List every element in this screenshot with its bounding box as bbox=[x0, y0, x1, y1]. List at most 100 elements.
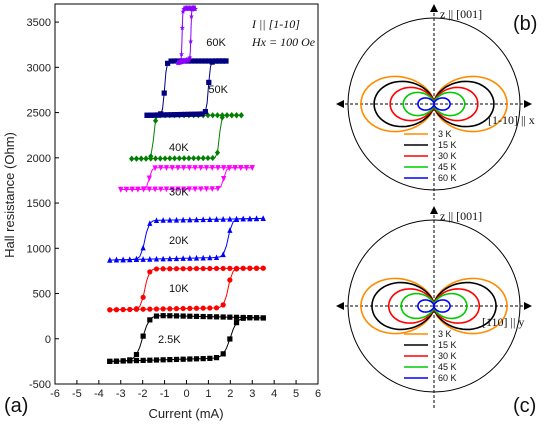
panel-label-c: (c) bbox=[513, 395, 536, 417]
data-point bbox=[140, 294, 146, 300]
data-point bbox=[210, 112, 216, 119]
series-30K: 30K bbox=[118, 165, 255, 198]
series-label: 60K bbox=[206, 37, 226, 49]
data-point bbox=[140, 306, 146, 312]
data-point bbox=[238, 112, 244, 119]
data-point bbox=[176, 155, 182, 162]
data-point bbox=[221, 165, 227, 171]
data-point bbox=[168, 112, 174, 118]
data-point bbox=[206, 58, 212, 64]
series-label: 20K bbox=[169, 235, 189, 247]
series-line bbox=[109, 317, 264, 362]
data-point bbox=[220, 314, 226, 320]
data-point bbox=[140, 256, 146, 262]
data-point bbox=[186, 155, 192, 162]
lobe-30k bbox=[387, 288, 481, 324]
legend-label: 45 K bbox=[438, 162, 457, 172]
data-point bbox=[188, 37, 194, 44]
data-point bbox=[180, 305, 186, 312]
data-point bbox=[165, 112, 171, 118]
data-point bbox=[209, 58, 215, 64]
data-point bbox=[213, 305, 220, 311]
data-point bbox=[157, 155, 163, 162]
data-point bbox=[227, 336, 233, 342]
data-point bbox=[188, 12, 195, 19]
data-point bbox=[216, 58, 222, 64]
data-point bbox=[171, 112, 178, 118]
data-point bbox=[260, 265, 266, 271]
lobe-15k bbox=[371, 281, 497, 331]
data-point bbox=[233, 320, 240, 326]
field-annotation: Hx = 100 Oe bbox=[251, 35, 316, 49]
data-point bbox=[186, 186, 192, 193]
data-point bbox=[187, 313, 193, 319]
data-point bbox=[154, 112, 160, 118]
data-point bbox=[220, 265, 226, 272]
data-point bbox=[213, 58, 219, 64]
data-point bbox=[193, 305, 200, 311]
data-point bbox=[133, 351, 140, 358]
data-point bbox=[195, 111, 202, 117]
data-point bbox=[226, 165, 232, 171]
data-point bbox=[224, 112, 230, 119]
data-point bbox=[233, 314, 240, 320]
data-point bbox=[152, 155, 159, 162]
data-point bbox=[138, 155, 144, 162]
data-point bbox=[187, 305, 193, 311]
x-tick-label: -1 bbox=[160, 388, 170, 400]
data-point bbox=[167, 357, 173, 363]
data-point bbox=[205, 154, 211, 162]
x-arrow-right-icon bbox=[524, 100, 532, 108]
data-point bbox=[160, 306, 166, 312]
data-point bbox=[148, 153, 154, 160]
data-point bbox=[167, 155, 173, 162]
x-tick-label: 0 bbox=[183, 388, 189, 400]
data-point bbox=[147, 112, 154, 118]
data-point bbox=[140, 244, 146, 251]
lobe-60k bbox=[417, 97, 451, 111]
data-point bbox=[213, 265, 220, 272]
data-point bbox=[207, 314, 213, 320]
data-point bbox=[227, 227, 233, 233]
data-point bbox=[160, 217, 166, 223]
lobe-45k bbox=[402, 91, 466, 117]
data-point bbox=[182, 111, 188, 118]
data-point bbox=[133, 155, 140, 162]
data-point bbox=[215, 165, 221, 171]
data-point bbox=[158, 165, 164, 171]
data-point bbox=[215, 185, 221, 192]
data-point bbox=[238, 165, 244, 171]
data-point bbox=[227, 277, 233, 283]
data-point bbox=[178, 50, 185, 57]
data-point bbox=[253, 215, 260, 222]
data-point bbox=[169, 165, 175, 171]
series-20K: 20K bbox=[107, 215, 266, 263]
y-tick-label: 2000 bbox=[27, 153, 51, 165]
data-point bbox=[127, 357, 133, 363]
series-10K: 10K bbox=[107, 265, 266, 313]
data-point bbox=[249, 165, 255, 171]
data-point bbox=[153, 313, 160, 319]
data-point bbox=[213, 355, 220, 361]
data-point bbox=[200, 216, 206, 223]
x-tick-label: -2 bbox=[138, 388, 148, 400]
y-tick-label: 0 bbox=[45, 334, 51, 346]
data-point bbox=[247, 265, 253, 271]
y-tick-label: 500 bbox=[33, 289, 51, 301]
data-point bbox=[160, 357, 166, 363]
x-arrow-left-icon bbox=[336, 100, 344, 108]
data-point bbox=[186, 165, 192, 171]
data-point bbox=[173, 356, 180, 363]
data-point bbox=[243, 165, 250, 171]
data-point bbox=[213, 254, 220, 261]
data-point bbox=[173, 266, 180, 272]
right-axis-label: [110] || y bbox=[482, 315, 524, 329]
data-point bbox=[180, 255, 186, 261]
data-point bbox=[171, 155, 178, 162]
legend-label: 3 K bbox=[438, 129, 452, 139]
lobe-curves bbox=[360, 277, 508, 335]
data-point bbox=[161, 112, 167, 118]
data-point bbox=[189, 58, 195, 64]
data-point bbox=[107, 307, 113, 313]
polar-chart-b: 3 K15 K30 K45 K60 K z || [001] [1-10] ||… bbox=[336, 4, 537, 200]
